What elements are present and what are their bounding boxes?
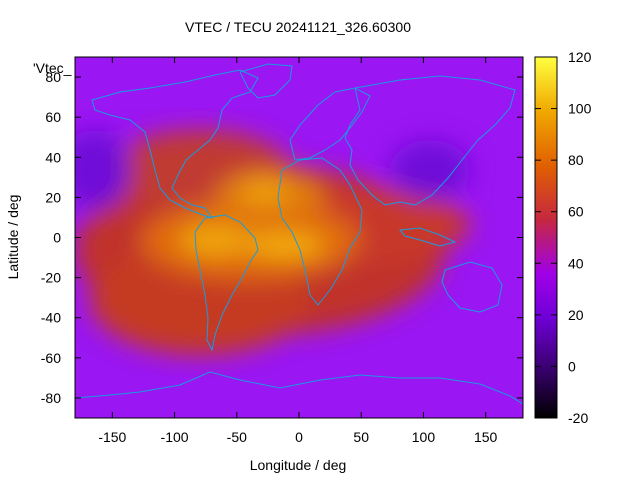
x-tick-label: 100: [412, 429, 436, 445]
x-axis-label: Longitude / deg: [250, 457, 347, 473]
vtec-low-east: [390, 140, 470, 200]
y-tick-label: -60: [41, 350, 61, 366]
vtec-enhancement-field: [75, 130, 470, 355]
x-tick-label: 50: [353, 429, 369, 445]
colorbar-tick-label: -20: [568, 410, 588, 426]
australia-outline: [441, 261, 503, 313]
colorbar-tick-label: 80: [568, 152, 584, 168]
colorbar-tick-label: 120: [568, 49, 592, 65]
y-tick-label: 20: [45, 189, 61, 205]
colorbar: [534, 56, 558, 419]
africa-outline: [277, 157, 363, 306]
vtec-low-west: [75, 130, 130, 210]
colorbar-tick-label: 20: [568, 307, 584, 323]
y-axis-ticks: -80 -60 -40 -20 0 20 40 60 80: [41, 69, 523, 406]
colorbar-tick-label: 60: [568, 204, 584, 220]
colorbar-tick-label: 40: [568, 255, 584, 271]
maritime-asia-outline: [399, 227, 457, 247]
y-axis-label: Latitude / deg: [5, 195, 21, 280]
x-tick-label: -150: [98, 429, 126, 445]
antarctica-outline: [75, 371, 523, 405]
y-tick-label: -20: [41, 270, 61, 286]
y-tick-label: 60: [45, 109, 61, 125]
series-key: 'Vtec_: [33, 60, 72, 76]
europe-outline: [289, 87, 371, 161]
greenland-outline: [239, 63, 293, 99]
y-tick-label: -80: [41, 390, 61, 406]
y-tick-label: 0: [53, 230, 61, 246]
colorbar-ticks: -20 0 20 40 60 80 100 120: [535, 49, 592, 426]
north-america-outline: [91, 69, 259, 219]
y-tick-label: -40: [41, 310, 61, 326]
colorbar-tick-label: 0: [568, 358, 576, 374]
x-axis-ticks: -150 -100 -50 0 50 100 150: [98, 57, 498, 445]
vtec-peak-north-africa: [240, 180, 290, 204]
asia-outline: [344, 75, 516, 206]
vtec-peak-sa: [180, 225, 250, 255]
plot-area: [75, 57, 523, 418]
vtec-peak-africa: [245, 233, 325, 257]
x-tick-label: -50: [227, 429, 247, 445]
y-tick-label: 80: [45, 69, 61, 85]
x-tick-label: 0: [295, 429, 303, 445]
x-tick-label: -100: [161, 429, 189, 445]
y-tick-label: 40: [45, 149, 61, 165]
continent-outlines: [75, 63, 523, 405]
chart-title: VTEC / TECU 20241121_326.60300: [185, 19, 411, 35]
colorbar-tick-label: 100: [568, 101, 592, 117]
x-tick-label: 150: [474, 429, 498, 445]
south-america-outline: [194, 214, 259, 352]
